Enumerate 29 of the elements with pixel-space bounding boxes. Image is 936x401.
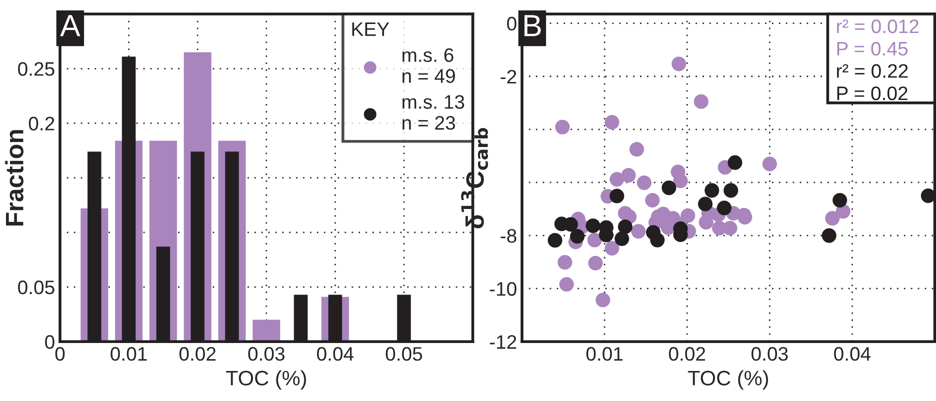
annotation: r² = 0.22 P = 0.02: [837, 64, 908, 100]
x-tick-label: 0.02: [179, 347, 216, 361]
legend-label: m.s. 13 n = 23: [402, 95, 464, 130]
y-tick-label: -8: [500, 229, 516, 243]
y-tick-label: 0.25: [18, 62, 54, 76]
x-tick-label: 0.04: [834, 347, 871, 361]
x-tick-label: 0.03: [752, 347, 788, 361]
x-tick-label: 0: [55, 347, 65, 361]
annotation: r² = 0.012 P = 0.45: [837, 19, 918, 56]
x-axis-title: TOC (%): [688, 370, 768, 390]
y-tick-label: -2: [500, 70, 516, 84]
y-tick-label: 0.05: [18, 280, 54, 294]
y-tick-label: 0: [507, 16, 516, 31]
x-tick-label: 0.05: [386, 347, 422, 361]
y-tick-label: 0.2: [28, 116, 54, 130]
y-tick-label: 0: [45, 335, 54, 349]
annotation: B: [524, 15, 541, 36]
annotation: A: [60, 15, 80, 36]
y-axis-title: Fraction: [5, 130, 24, 226]
x-tick-label: 0.01: [110, 347, 147, 361]
y-tick-label: -12: [490, 335, 516, 349]
y-axis-title: δ$^{13}$C$_{carb}$: [461, 128, 488, 228]
x-tick-label: 0.03: [248, 347, 284, 361]
x-tick-label: 0.01: [586, 347, 623, 361]
x-axis-title: TOC (%): [226, 370, 306, 390]
legend-title: KEY: [352, 22, 390, 36]
x-tick-label: 0.04: [317, 347, 354, 361]
x-tick-label: 0.02: [668, 347, 706, 361]
y-tick-label: -10: [490, 282, 516, 296]
